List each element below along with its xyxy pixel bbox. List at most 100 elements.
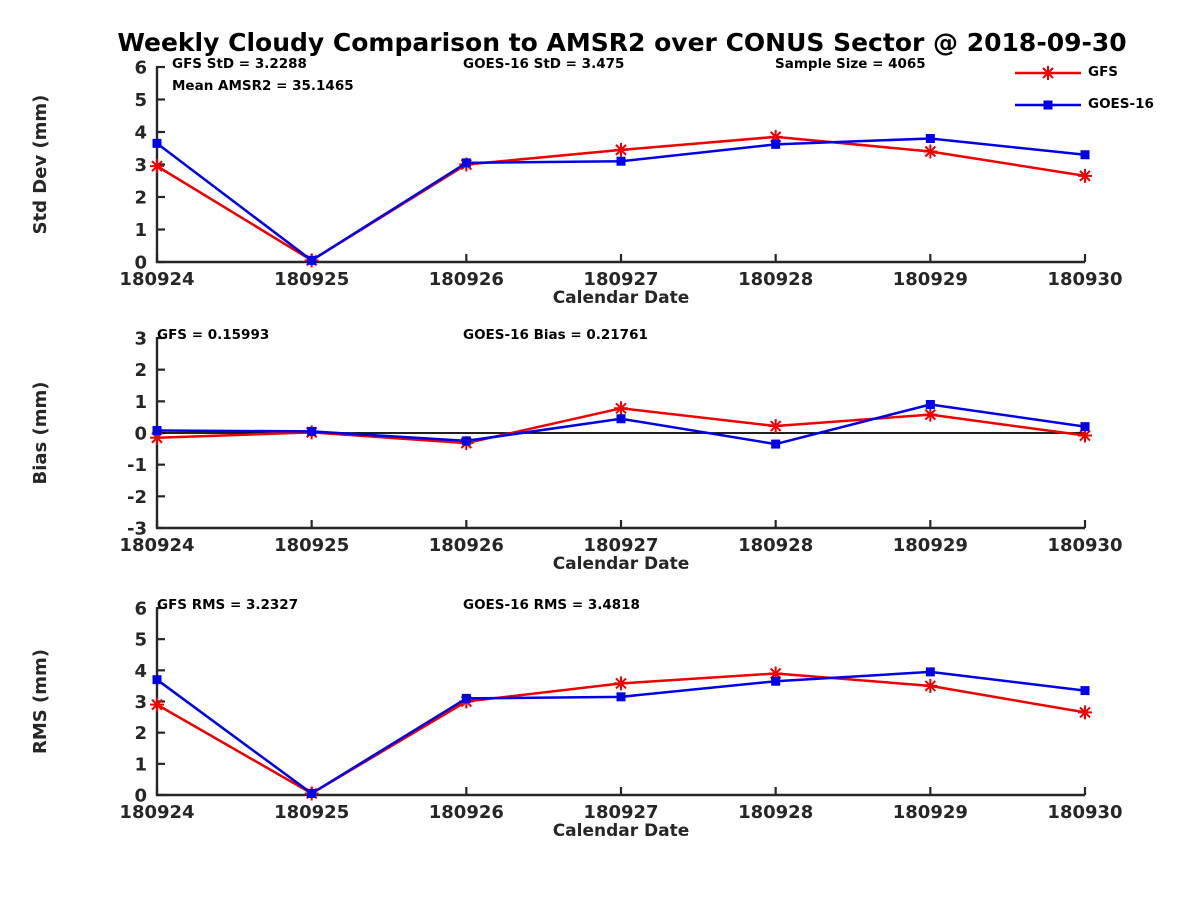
data-point-marker-square xyxy=(307,255,317,265)
annotation-left2: Mean AMSR2 = 35.1465 xyxy=(172,78,354,94)
x-tick-label: 180930 xyxy=(1047,269,1122,290)
x-tick-label: 180926 xyxy=(429,269,504,290)
data-point-marker-square xyxy=(616,414,626,424)
data-point-marker-square xyxy=(771,139,781,149)
data-point-marker-asterisk xyxy=(1078,705,1092,720)
x-tick-label: 180929 xyxy=(893,535,968,556)
annotation-left1: GFS = 0.15993 xyxy=(157,327,269,343)
x-tick-label: 180927 xyxy=(583,269,658,290)
y-tick-label: 6 xyxy=(134,599,147,620)
data-point-marker-square xyxy=(1043,100,1053,110)
legend-item-goes16: GOES-16 xyxy=(1014,89,1154,121)
data-point-marker-square xyxy=(1080,686,1090,696)
y-tick-label: 3 xyxy=(134,692,147,713)
y-tick-label: 0 xyxy=(134,253,147,274)
annotation-mid: GOES-16 StD = 3.475 xyxy=(463,56,624,72)
x-tick-label: 180926 xyxy=(429,802,504,823)
data-point-marker-asterisk xyxy=(923,678,938,693)
plot-rms: 0 1 2 3 4 5 6 180924 180925 180926 180927 180928 180… xyxy=(30,597,1123,841)
y-tick-label: 6 xyxy=(134,58,147,79)
data-point-marker-asterisk xyxy=(923,407,938,422)
y-tick-label: -3 xyxy=(127,519,147,540)
legend-item-gfs: GFS xyxy=(1014,57,1154,89)
data-point-marker-square xyxy=(461,693,471,703)
y-tick-label: 4 xyxy=(134,123,147,144)
data-point-marker-asterisk xyxy=(1078,168,1092,183)
data-point-marker-asterisk xyxy=(614,142,628,157)
x-tick-label: 180926 xyxy=(429,535,504,556)
data-point-marker-square xyxy=(152,675,162,685)
x-axis-label: Calendar Date xyxy=(553,821,690,841)
y-tick-label: 2 xyxy=(134,723,147,744)
annotation-left1: GFS RMS = 3.2327 xyxy=(157,597,298,613)
data-point-marker-square xyxy=(771,676,781,686)
x-tick-label: 180927 xyxy=(583,535,658,556)
y-axis-label: Std Dev (mm) xyxy=(30,95,51,235)
data-point-marker-square xyxy=(925,400,935,409)
gfs-line-sample-icon xyxy=(1015,66,1081,80)
y-tick-label: 5 xyxy=(134,630,147,651)
data-point-marker-asterisk xyxy=(150,159,164,174)
data-point-marker-square xyxy=(616,156,626,166)
data-point-marker-square xyxy=(307,426,317,436)
x-axis-label: Calendar Date xyxy=(553,554,690,574)
data-point-marker-square xyxy=(461,158,471,168)
data-point-marker-square xyxy=(152,138,162,148)
x-tick-label: 180924 xyxy=(119,535,194,556)
data-point-marker-asterisk xyxy=(768,129,783,144)
x-tick-label: 180928 xyxy=(738,535,813,556)
y-tick-label: 2 xyxy=(134,360,147,381)
x-tick-label: 180925 xyxy=(274,269,349,290)
data-point-marker-square xyxy=(771,439,781,449)
x-tick-label: 180930 xyxy=(1047,535,1122,556)
data-point-marker-asterisk xyxy=(923,144,938,159)
data-point-marker-square xyxy=(152,425,162,435)
data-point-marker-square xyxy=(925,667,935,677)
legend-label-gfs: GFS xyxy=(1088,64,1119,81)
data-point-marker-asterisk xyxy=(1041,66,1055,80)
y-tick-label: 3 xyxy=(134,155,147,176)
data-point-marker-square xyxy=(616,692,626,702)
x-axis-label: Calendar Date xyxy=(553,288,690,308)
y-tick-label: 4 xyxy=(134,661,147,682)
data-point-marker-square xyxy=(1080,422,1090,432)
x-tick-label: 180928 xyxy=(738,802,813,823)
legend-label-goes16: GOES-16 xyxy=(1088,96,1154,113)
y-tick-label: -1 xyxy=(127,455,147,476)
data-point-marker-asterisk xyxy=(614,676,628,691)
data-point-marker-asterisk xyxy=(768,666,783,681)
x-tick-label: 180929 xyxy=(893,269,968,290)
legend: GFS GOES-16 xyxy=(1014,57,1154,121)
annotation-mid: GOES-16 RMS = 3.4818 xyxy=(463,597,640,613)
plot-bias: -3 -2 -1 0 1 2 3 180924 180925 180926 180927 180928… xyxy=(30,327,1123,574)
x-tick-label: 180925 xyxy=(274,535,349,556)
data-point-marker-asterisk xyxy=(150,430,164,445)
x-tick-label: 180930 xyxy=(1047,802,1122,823)
series-line-gfs xyxy=(156,672,1086,795)
y-tick-label: 2 xyxy=(134,188,147,209)
data-point-marker-asterisk xyxy=(768,419,783,434)
data-point-marker-square xyxy=(461,436,471,446)
data-point-marker-square xyxy=(925,134,935,143)
y-tick-label: 1 xyxy=(134,392,147,413)
x-tick-label: 180924 xyxy=(119,269,194,290)
annotation-mid: GOES-16 Bias = 0.21761 xyxy=(463,327,648,343)
y-axis-label: RMS (mm) xyxy=(30,649,51,754)
data-point-marker-asterisk xyxy=(1078,428,1092,443)
x-tick-label: 180929 xyxy=(893,802,968,823)
chart-title: Weekly Cloudy Comparison to AMSR2 over C… xyxy=(117,28,1127,57)
annotation-left1: GFS StD = 3.2288 xyxy=(172,56,307,72)
data-point-marker-asterisk xyxy=(614,401,628,416)
y-tick-label: -2 xyxy=(127,487,147,508)
data-point-marker-square xyxy=(307,788,317,798)
data-point-marker-asterisk xyxy=(150,697,164,712)
x-tick-label: 180928 xyxy=(738,269,813,290)
x-tick-label: 180924 xyxy=(119,802,194,823)
annotation-right: Sample Size = 4065 xyxy=(775,56,926,72)
y-tick-label: 0 xyxy=(134,786,147,807)
y-tick-label: 5 xyxy=(134,90,147,111)
plot-std-dev: 0 1 2 3 4 5 6 180924 180925 180926 180927 180928 180… xyxy=(30,56,1123,308)
y-tick-label: 1 xyxy=(134,220,147,241)
